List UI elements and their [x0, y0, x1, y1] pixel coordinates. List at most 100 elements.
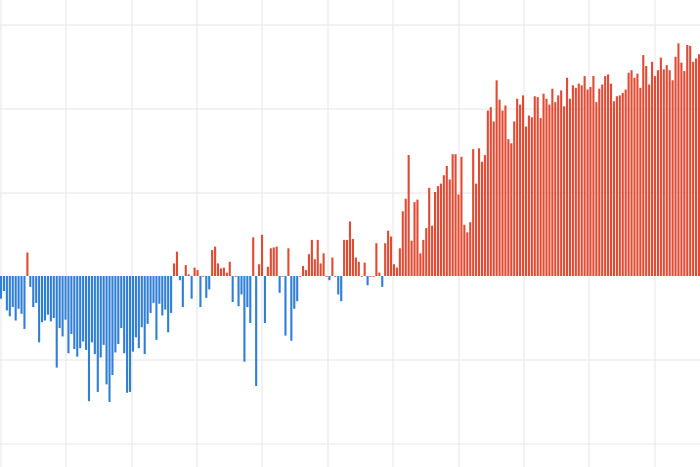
bar: [216, 263, 220, 276]
bar: [158, 276, 161, 304]
bar: [401, 211, 404, 276]
bar: [11, 276, 14, 308]
bar: [612, 101, 615, 276]
bar: [29, 276, 32, 287]
bar: [126, 276, 129, 393]
bar: [445, 165, 448, 276]
bar: [633, 77, 636, 276]
bar: [381, 276, 384, 287]
bar: [662, 69, 665, 276]
bar: [609, 83, 613, 276]
bar: [73, 276, 76, 350]
bar: [64, 276, 67, 320]
bar: [246, 276, 249, 308]
bar: [322, 253, 325, 276]
bar: [463, 224, 466, 276]
bar: [686, 45, 689, 276]
bar: [102, 276, 105, 345]
bar: [360, 276, 363, 277]
bar: [510, 143, 513, 276]
bar: [120, 276, 123, 329]
bar: [442, 175, 445, 276]
bar: [419, 253, 422, 276]
bar: [252, 237, 255, 276]
bar: [483, 155, 486, 276]
bar: [392, 264, 396, 276]
bar: [290, 276, 293, 341]
bar: [199, 276, 202, 308]
bar: [343, 239, 346, 276]
bar: [35, 276, 38, 303]
bar: [677, 43, 680, 276]
bar: [70, 276, 73, 334]
bar: [111, 276, 114, 376]
bar: [346, 239, 349, 276]
bar: [697, 54, 700, 276]
bar: [436, 186, 440, 276]
bar: [96, 276, 99, 392]
bar: [243, 276, 246, 362]
bar: [202, 276, 205, 277]
bar: [287, 248, 290, 276]
bar: [545, 98, 548, 276]
bar: [580, 85, 583, 276]
bar: [237, 276, 240, 307]
bar: [554, 102, 557, 277]
bar: [231, 276, 234, 303]
bar: [630, 70, 633, 276]
bar: [656, 70, 659, 276]
bar: [624, 89, 627, 277]
bar: [521, 95, 525, 277]
bar: [413, 202, 416, 276]
bar: [331, 257, 334, 276]
bar: [184, 265, 187, 276]
bar: [583, 76, 586, 276]
bar: [87, 276, 91, 402]
bar: [498, 99, 501, 276]
bar: [93, 276, 96, 355]
bar: [0, 276, 3, 299]
bar: [454, 154, 457, 276]
bar: [601, 84, 604, 276]
bar: [653, 76, 657, 276]
bar: [161, 276, 164, 316]
bar: [137, 276, 140, 349]
bar: [316, 239, 319, 276]
bar: [492, 121, 495, 276]
bar: [604, 76, 607, 276]
bar: [348, 221, 352, 276]
bar: [410, 240, 413, 276]
bar: [548, 104, 551, 276]
bar: [395, 267, 398, 276]
bar: [275, 246, 278, 276]
bar: [313, 259, 316, 276]
bar: [674, 56, 677, 277]
bar: [524, 126, 528, 276]
bar: [5, 276, 8, 311]
bar: [325, 276, 328, 277]
bar: [228, 261, 231, 276]
bar: [439, 183, 442, 276]
bar: [489, 107, 492, 276]
bar: [416, 199, 419, 276]
bar: [539, 118, 542, 276]
bar: [592, 76, 595, 276]
bar: [302, 265, 305, 276]
bar: [668, 70, 671, 276]
bar: [208, 276, 211, 290]
bar: [263, 276, 266, 324]
bar: [266, 266, 269, 276]
bar: [425, 228, 428, 276]
bar: [648, 84, 651, 276]
bar-series: [0, 43, 700, 402]
bar: [76, 276, 79, 357]
bar: [155, 276, 158, 340]
bar: [390, 236, 393, 276]
bar: [504, 105, 507, 276]
bar: [363, 262, 366, 276]
bar: [513, 121, 516, 276]
bar: [533, 96, 536, 277]
bar: [319, 263, 322, 276]
bar: [211, 249, 214, 276]
